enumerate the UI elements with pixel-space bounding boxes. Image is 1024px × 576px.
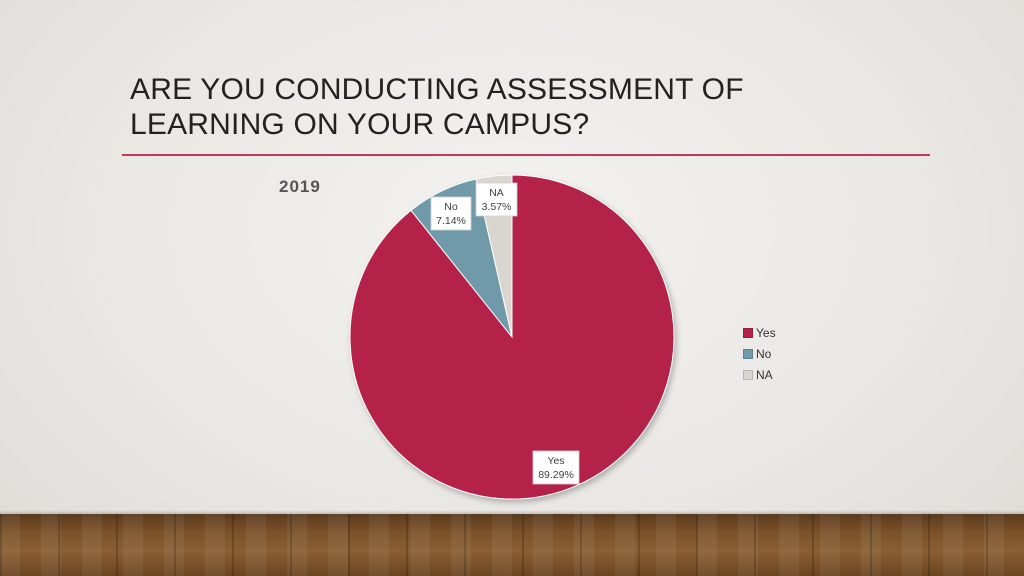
data-label-yes: Yes 89.29% — [532, 450, 580, 485]
legend-item-no: No — [743, 343, 776, 364]
legend-swatch-yes — [743, 327, 753, 338]
data-label-no-value: 7.14% — [436, 215, 466, 227]
slide-title-line1: ARE YOU CONDUCTING ASSESSMENT OF — [130, 73, 744, 106]
data-label-no-category: No — [444, 201, 458, 213]
title-divider — [122, 154, 930, 156]
data-label-na-value: 3.57% — [482, 201, 512, 213]
data-label-yes-category: Yes — [547, 455, 564, 467]
legend-label-no: No — [756, 346, 772, 361]
legend-swatch-no — [743, 348, 753, 359]
legend-item-na: NA — [743, 364, 776, 385]
legend-label-na: NA — [756, 367, 773, 382]
slide-title: ARE YOU CONDUCTING ASSESSMENT OF LEARNIN… — [130, 72, 890, 142]
wood-floor-decoration — [0, 514, 1024, 576]
data-label-na-category: NA — [489, 187, 504, 199]
data-label-no: No 7.14% — [430, 196, 472, 231]
chart-title: 2019 — [279, 177, 321, 196]
legend-item-yes: Yes — [743, 322, 776, 343]
data-label-na: NA 3.57% — [475, 182, 518, 217]
chart-legend: Yes No NA — [743, 322, 776, 385]
legend-label-yes: Yes — [756, 325, 776, 340]
legend-swatch-na — [743, 369, 753, 380]
data-label-yes-value: 89.29% — [538, 469, 574, 481]
slide-title-line2: LEARNING ON YOUR CAMPUS? — [130, 108, 590, 141]
floor-shadow — [0, 510, 1024, 516]
